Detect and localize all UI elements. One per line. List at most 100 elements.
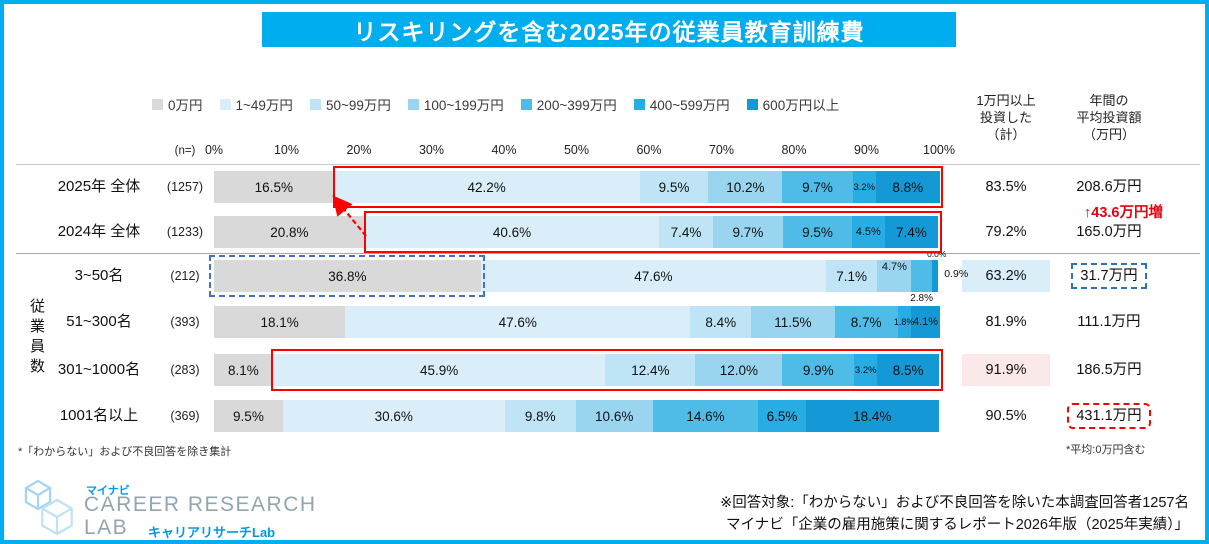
stacked-bar: 9.5% 30.6% 9.8% 10.6% 14.6% 6.5% 18.4%: [214, 400, 939, 432]
segment-value-label: 36.8%: [328, 268, 367, 284]
bar-segment: 9.9%: [782, 354, 855, 386]
footer-respondents: ※回答対象:「わからない」および不良回答を除いた本調査回答者1257名: [720, 495, 1189, 511]
row-label: 3~50名: [74, 267, 124, 284]
x-axis-tick: 50%: [563, 143, 590, 157]
bar-segment: 3.2%: [852, 171, 876, 203]
row-label: 2025年 全体: [57, 178, 141, 195]
legend-item: 600万円以上: [746, 94, 840, 114]
average-value: 165.0万円: [1076, 224, 1142, 240]
legend-item: 1~49万円: [219, 94, 293, 114]
legend-swatch-icon: [152, 98, 163, 110]
segment-value-label: 9.7%: [732, 224, 764, 240]
segment-value-label: 4.5%: [855, 226, 881, 238]
bar-segment: 9.7%: [712, 216, 784, 248]
bar-segment: 8.4%: [690, 306, 752, 338]
legend-swatch-icon: [746, 98, 758, 110]
bar-segment: 9.8%: [504, 400, 576, 432]
average-value: 186.5万円: [1076, 362, 1142, 378]
segment-value-label: 4.7%: [881, 261, 907, 273]
logo-brand-text: マイナビ: [86, 485, 130, 497]
legend-label: 600万円以上: [762, 98, 840, 113]
row-n-count: (393): [170, 315, 200, 329]
legend-swatch-icon: [309, 98, 321, 110]
row-label: 1001名以上: [59, 407, 139, 424]
row-label: 301~1000名: [57, 361, 141, 378]
row-n-count: (1257): [166, 180, 204, 194]
bar-segment: 47.6%: [480, 260, 826, 292]
bar-segment: 4.5%: [851, 216, 885, 248]
segment-value-label: 16.5%: [254, 179, 293, 195]
chart-title: リスキリングを含む2025年の従業員教育訓練費: [262, 12, 956, 47]
invested-total-cell: 81.9%: [985, 314, 1027, 330]
segment-value-label: 9.9%: [802, 362, 834, 378]
legend-swatch-icon: [520, 98, 532, 110]
bar-segment: 18.1%: [214, 306, 346, 338]
bar-segment: 42.2%: [333, 171, 640, 203]
column-header-average: 年間の 平均投資額 （万円）: [1076, 93, 1142, 142]
invested-total-cell: 91.9%: [962, 354, 1050, 386]
legend-item: 200~399万円: [520, 94, 617, 114]
segment-value-label: 1.8%: [893, 317, 915, 327]
segment-value-label: 9.7%: [802, 179, 833, 195]
average-investment-cell: 431.1万円: [1054, 400, 1164, 432]
segment-value-label: 0.0%: [927, 249, 947, 259]
average-investment-cell: 165.0万円: [1054, 216, 1164, 248]
legend-item: 400~599万円: [633, 94, 730, 114]
logo-career-research-lab-jp: キャリアリサーチLab: [148, 525, 276, 540]
x-axis-tick: 80%: [781, 143, 807, 157]
bar-segment: 8.5%: [877, 354, 939, 386]
bar-segment: 47.6%: [345, 306, 691, 338]
bar-segment: 36.8%: [214, 260, 481, 292]
segment-value-label: 47.6%: [634, 268, 673, 284]
row-label: 51~300名: [66, 313, 132, 330]
segment-value-label: 2.8%: [910, 293, 933, 304]
bar-segment: 6.5%: [758, 400, 806, 432]
segment-value-label: 6.5%: [766, 408, 798, 424]
legend-swatch-icon: [407, 98, 419, 110]
segment-value-label: 8.7%: [850, 314, 882, 330]
legend-item: 50~99万円: [309, 94, 391, 114]
segment-value-label: 10.2%: [726, 179, 765, 195]
bar-segment: 8.1%: [214, 354, 273, 386]
legend-item: 0万円: [152, 94, 203, 114]
bar-segment: 1.8%: [894, 306, 914, 338]
average-value: 431.1万円: [1067, 403, 1151, 429]
bar-segment: 7.4%: [884, 216, 939, 248]
segment-value-label: 8.4%: [705, 314, 737, 330]
bar-segment: 20.8%: [214, 216, 365, 248]
average-investment-cell: 208.6万円: [1054, 171, 1164, 203]
legend-swatch-icon: [633, 98, 645, 110]
legend-swatch-icon: [219, 98, 231, 110]
note-exclusion: *「わからない」および不良回答を除き集計: [18, 446, 232, 458]
stacked-bar: 8.1% 45.9% 12.4% 12.0% 9.9% 3.2% 8.5%: [214, 354, 939, 386]
invested-total-cell: 83.5%: [985, 179, 1027, 195]
segment-value-label: 20.8%: [270, 224, 309, 240]
bar-segment: 12.4%: [605, 354, 696, 386]
segment-value-label: 40.6%: [492, 224, 532, 240]
row-n-count: (212): [170, 269, 200, 283]
x-axis-tick: 90%: [853, 143, 880, 157]
segment-value-label: 7.4%: [896, 224, 927, 240]
segment-value-label: 12.0%: [719, 362, 759, 378]
segment-value-label: 8.8%: [892, 179, 924, 195]
segment-value-label: 9.5%: [802, 224, 833, 240]
bar-segment: 8.8%: [875, 171, 940, 203]
note-average-includes-zero: *平均:0万円含む: [1066, 444, 1146, 456]
bar-segment: 45.9%: [272, 354, 606, 386]
segment-value-label: 47.6%: [498, 314, 537, 330]
segment-value-label: 9.5%: [233, 408, 264, 424]
average-investment-cell: 111.1万円: [1054, 306, 1164, 338]
legend-label: 200~399万円: [536, 98, 617, 113]
x-axis-tick: 100%: [923, 143, 955, 157]
bar-segment: 14.6%: [652, 400, 759, 432]
bar-segment: [877, 260, 912, 292]
bar-segment: 8.7%: [834, 306, 898, 338]
segment-value-label: 3.2%: [853, 181, 876, 193]
x-axis-tick: 70%: [708, 143, 735, 157]
row-n-count: (283): [170, 363, 200, 377]
average-investment-cell: 31.7万円: [1054, 260, 1164, 292]
bar-segment: 9.5%: [639, 171, 709, 203]
bar-segment: [931, 260, 939, 292]
legend-label: 50~99万円: [325, 98, 391, 113]
